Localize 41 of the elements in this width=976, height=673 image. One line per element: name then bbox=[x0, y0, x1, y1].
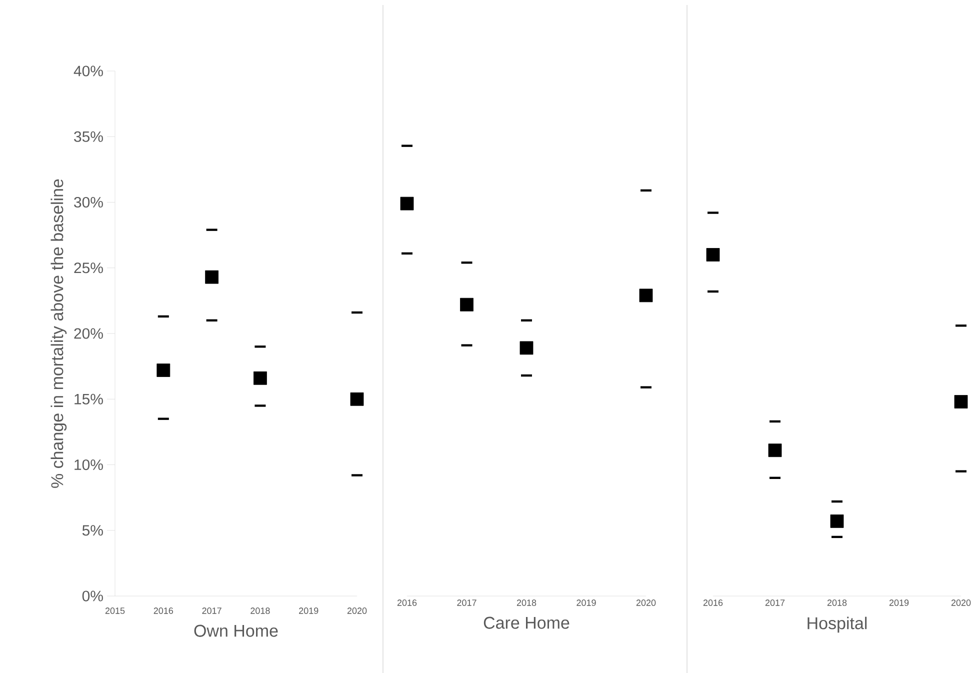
y-tick-label: 25% bbox=[74, 262, 103, 274]
x-tick-label: 2015 bbox=[105, 608, 125, 614]
point bbox=[400, 196, 414, 210]
x-tick-label: 2016 bbox=[397, 600, 417, 606]
y-tick-label: 30% bbox=[74, 196, 103, 208]
point bbox=[706, 248, 720, 262]
point bbox=[460, 298, 474, 312]
y-tick-label: 20% bbox=[74, 328, 103, 339]
x-tick-label: 2017 bbox=[202, 608, 222, 614]
point bbox=[768, 444, 782, 458]
point bbox=[205, 270, 219, 284]
x-tick-label: 2018 bbox=[827, 600, 847, 606]
x-tick-label: 2020 bbox=[636, 600, 656, 606]
y-tick-label: 10% bbox=[74, 459, 103, 470]
point bbox=[954, 395, 968, 408]
point bbox=[830, 514, 844, 528]
x-tick-label: 2019 bbox=[889, 600, 909, 606]
y-tick-label: 0% bbox=[82, 590, 103, 602]
x-tick-label: 2016 bbox=[703, 600, 723, 606]
y-tick-label: 35% bbox=[74, 131, 103, 142]
x-tick-label: 2019 bbox=[576, 600, 596, 606]
x-tick-label: 2016 bbox=[154, 608, 174, 614]
point bbox=[639, 288, 653, 302]
x-tick-label: 2018 bbox=[516, 600, 536, 606]
y-tick-label: 40% bbox=[74, 66, 103, 76]
x-tick-label: 2018 bbox=[250, 608, 270, 614]
x-axis-title: Care Home bbox=[484, 616, 570, 629]
x-tick-label: 2020 bbox=[951, 600, 971, 606]
x-tick-label: 2020 bbox=[347, 608, 367, 614]
x-tick-label: 2017 bbox=[765, 600, 785, 606]
x-tick-label: 2017 bbox=[457, 600, 476, 606]
x-tick-label: 2019 bbox=[299, 608, 318, 614]
y-axis-title: % change in mortality above the baseline bbox=[50, 179, 67, 488]
point bbox=[156, 364, 170, 377]
point bbox=[520, 341, 534, 355]
point bbox=[254, 371, 267, 385]
point bbox=[350, 392, 364, 406]
x-axis-title: Own Home bbox=[194, 624, 278, 637]
x-axis-title: Hospital bbox=[808, 616, 867, 633]
y-tick-label: 15% bbox=[74, 394, 103, 404]
y-tick-label: 5% bbox=[82, 525, 103, 536]
